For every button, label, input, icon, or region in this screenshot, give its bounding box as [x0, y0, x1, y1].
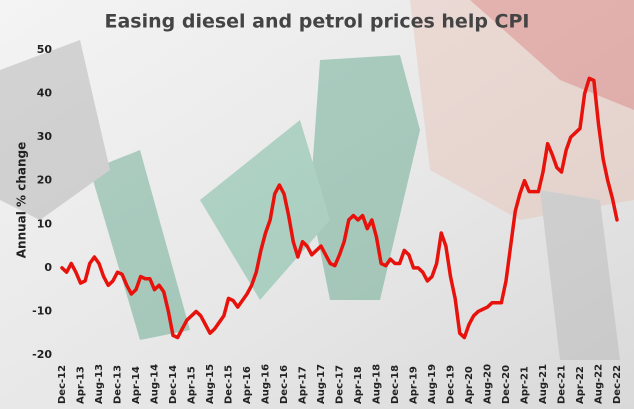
y-tick-label: 20: [37, 174, 53, 187]
y-tick-label: 10: [37, 217, 53, 230]
x-tick-label: Apr-13: [76, 366, 87, 404]
x-tick-label: Aug-15: [205, 364, 216, 404]
x-tick-label: Aug-19: [427, 364, 438, 404]
x-tick-label: Dec-16: [279, 365, 290, 404]
x-tick-label: Dec-19: [446, 365, 457, 404]
y-tick-label: 0: [44, 261, 52, 274]
x-tick-label: Dec-15: [224, 365, 235, 404]
x-tick-label: Apr-15: [187, 366, 198, 404]
x-tick-label: Aug-17: [316, 364, 327, 404]
x-tick-label: Aug-22: [594, 364, 605, 404]
y-tick-label: 40: [37, 87, 53, 100]
x-tick-label: Apr-20: [464, 366, 475, 404]
chart-title: Easing diesel and petrol prices help CPI: [104, 11, 529, 33]
x-tick-label: Aug-21: [538, 364, 549, 404]
x-tick-label: Aug-18: [372, 364, 383, 404]
x-tick-label: Dec-22: [612, 365, 623, 404]
y-axis-label: Annual % change: [15, 142, 29, 259]
x-tick-label: Dec-21: [557, 365, 568, 404]
x-tick-label: Apr-22: [575, 366, 586, 404]
x-tick-label: Aug-13: [94, 364, 105, 404]
x-tick-label: Dec-12: [57, 365, 68, 404]
y-tick-label: -10: [32, 304, 52, 317]
x-tick-label: Dec-17: [335, 365, 346, 404]
x-tick-label: Apr-17: [298, 366, 309, 404]
x-tick-label: Aug-14: [150, 364, 161, 404]
x-tick-label: Apr-16: [242, 366, 253, 404]
y-tick-label: 50: [37, 43, 53, 56]
x-tick-label: Apr-21: [520, 366, 531, 404]
x-tick-label: Dec-14: [168, 365, 179, 404]
x-tick-label: Apr-14: [131, 366, 142, 404]
y-tick-label: -20: [32, 348, 52, 361]
x-tick-label: Aug-16: [261, 364, 272, 404]
x-tick-label: Dec-18: [390, 365, 401, 404]
x-tick-label: Apr-18: [353, 366, 364, 404]
x-tick-label: Dec-13: [113, 365, 124, 404]
x-tick-label: Apr-19: [409, 366, 420, 404]
x-tick-label: Aug-20: [483, 364, 494, 404]
x-tick-label: Dec-20: [501, 365, 512, 404]
line-series: [60, 76, 619, 340]
y-tick-label: 30: [37, 130, 53, 143]
